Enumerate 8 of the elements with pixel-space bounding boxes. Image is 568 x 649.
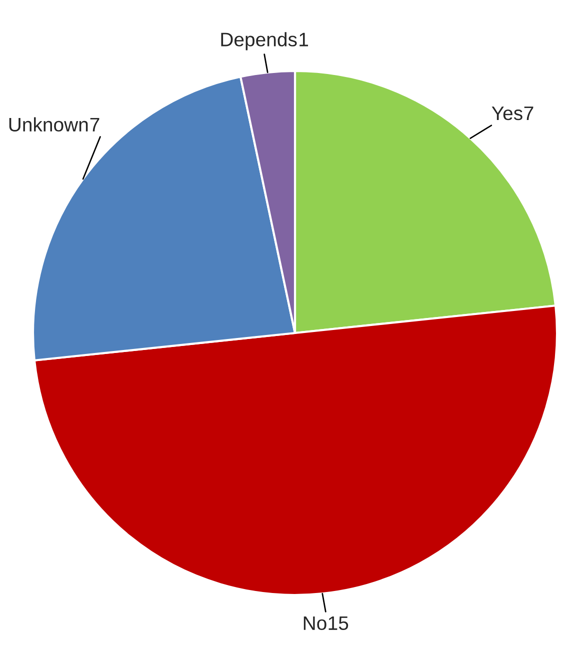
slice-label: Depends [221, 32, 297, 50]
data-label: 7 [90, 118, 100, 132]
slice-label: Yes [492, 106, 522, 120]
slice-label: Unknown [9, 117, 88, 132]
data-label: 1 [300, 32, 308, 46]
slice-label: No [304, 616, 326, 630]
data-label: 15 [328, 616, 348, 630]
data-label: 7 [524, 106, 534, 120]
